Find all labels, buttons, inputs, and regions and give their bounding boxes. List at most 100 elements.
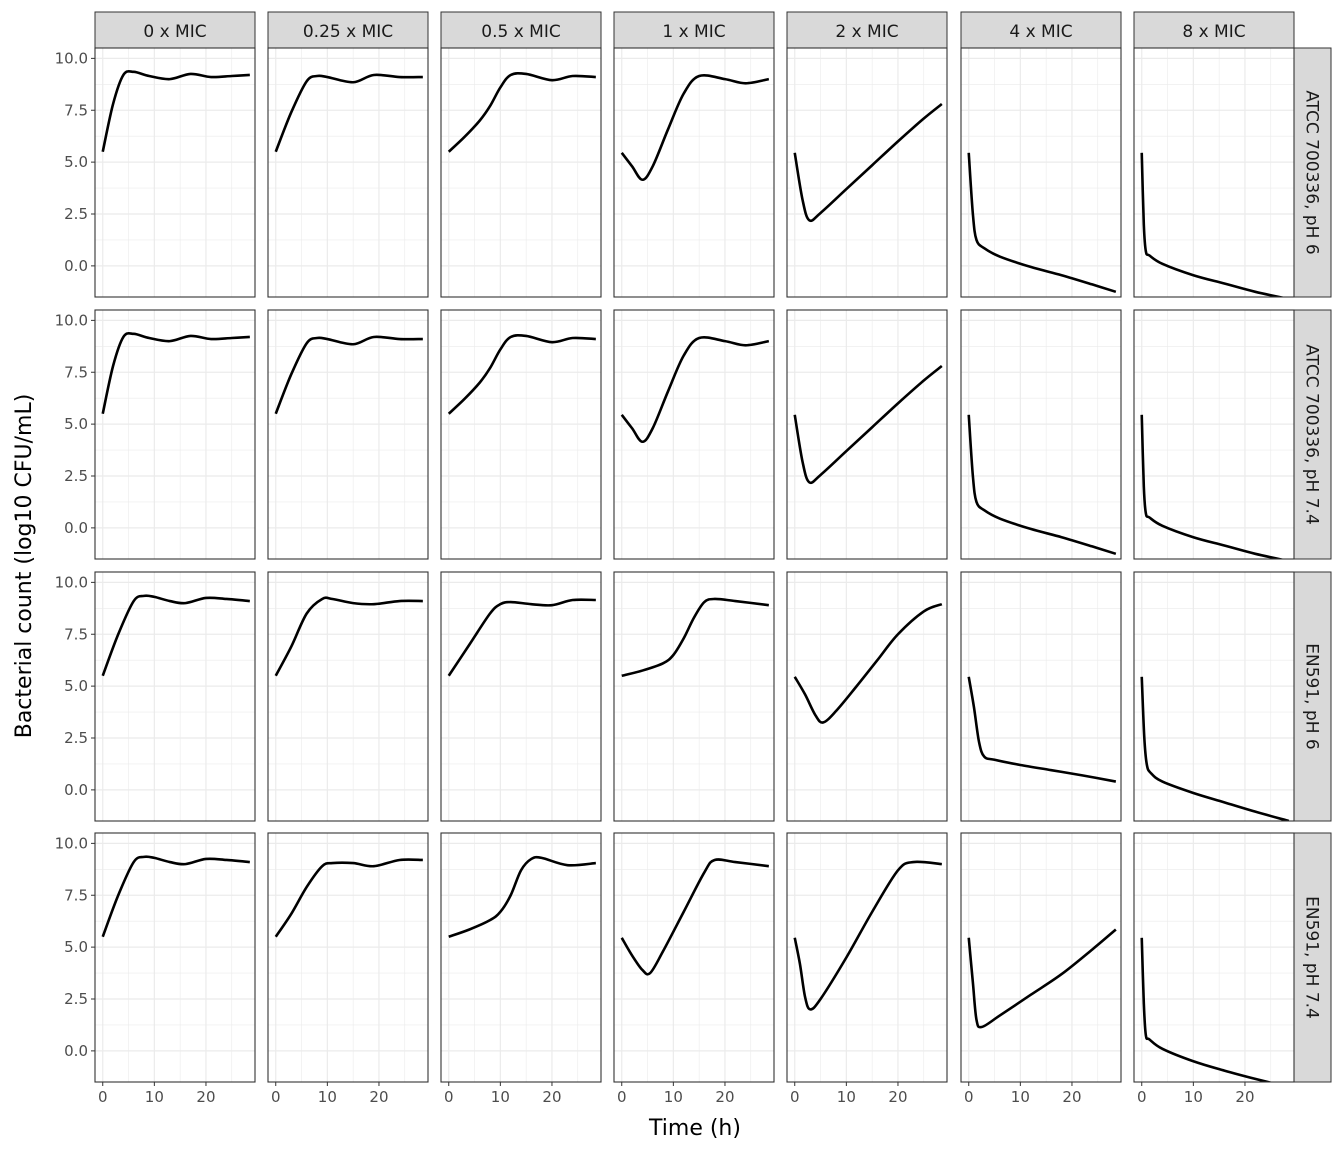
panel-border — [613, 571, 775, 822]
x-tick-label: 0 — [964, 1088, 974, 1106]
panel-border — [786, 571, 948, 822]
y-tick-label: 5.0 — [64, 677, 88, 695]
y-tick-label: 10.0 — [55, 49, 88, 67]
panel-background — [268, 833, 428, 1082]
x-tick-label: 10 — [491, 1088, 510, 1106]
panel-border — [1133, 47, 1295, 298]
x-tick-label: 0 — [790, 1088, 800, 1106]
panels-layer: 0 x MIC 0.25 x MIC 0.5 x MIC 1 x MIC 2 x MIC… — [55, 11, 1332, 1106]
series-line — [101, 594, 250, 677]
x-axis-title: Time (h) — [648, 1116, 741, 1141]
series-line — [620, 858, 769, 976]
x-tick-label: 0 — [98, 1088, 108, 1106]
series-line — [1140, 676, 1290, 821]
x-tick-label: 10 — [837, 1088, 856, 1106]
x-tick-label: 20 — [196, 1088, 215, 1106]
y-tick-label: 2.5 — [64, 205, 88, 223]
series-line — [101, 70, 250, 153]
x-tick-label: 20 — [1062, 1088, 1081, 1106]
panel-background — [95, 310, 255, 559]
y-tick-label: 10.0 — [55, 311, 88, 329]
x-tick-label: 20 — [888, 1088, 907, 1106]
panel-background — [961, 572, 1121, 821]
panel-background — [961, 310, 1121, 559]
panel-border — [960, 571, 1122, 822]
row-strip — [1293, 571, 1332, 822]
y-tick-label: 7.5 — [64, 363, 88, 381]
panel-background — [95, 572, 255, 821]
row-strip-label: ATCC 700336, pH 7.4 — [1302, 344, 1322, 525]
x-tick-label: 20 — [369, 1088, 388, 1106]
series-line — [101, 855, 250, 938]
panel-background — [614, 310, 774, 559]
panel-background — [1134, 833, 1294, 1082]
column-strip — [960, 11, 1122, 49]
series-line — [101, 332, 250, 415]
y-tick-label: 10.0 — [55, 834, 88, 852]
panel-border — [786, 309, 948, 560]
panel-background — [441, 572, 601, 821]
y-tick-label: 10.0 — [55, 573, 88, 591]
y-tick-label: 7.5 — [64, 101, 88, 119]
column-strip-label: 0.25 x MIC — [303, 22, 393, 42]
panel-background — [961, 833, 1121, 1082]
series-line — [274, 858, 423, 938]
panel-border — [960, 309, 1122, 560]
x-tick-label: 10 — [1184, 1088, 1203, 1106]
panel-border — [94, 47, 256, 298]
column-strip-label: 1 x MIC — [662, 22, 725, 42]
panel-background — [614, 833, 774, 1082]
column-strip — [94, 11, 256, 49]
y-tick-label: 2.5 — [64, 467, 88, 485]
series-line — [274, 73, 423, 153]
y-tick-label: 5.0 — [64, 153, 88, 171]
x-tick-label: 0 — [271, 1088, 281, 1106]
column-strip — [267, 11, 429, 49]
y-tick-label: 2.5 — [64, 990, 88, 1008]
column-strip-label: 0.5 x MIC — [481, 22, 560, 42]
panel-background — [1134, 572, 1294, 821]
row-strip — [1293, 832, 1332, 1083]
panel-border — [267, 47, 429, 298]
series-line — [274, 596, 423, 677]
y-tick-label: 0.0 — [64, 1042, 88, 1060]
panel-border — [960, 832, 1122, 1083]
panel-border — [267, 309, 429, 560]
series-line — [967, 152, 1117, 294]
panel-background — [441, 833, 601, 1082]
x-tick-label: 10 — [1011, 1088, 1030, 1106]
series-line — [448, 855, 596, 938]
panel-background — [441, 48, 601, 297]
column-strip-label: 4 x MIC — [1009, 22, 1072, 42]
series-line — [621, 597, 769, 678]
panel-background — [961, 48, 1121, 297]
series-line — [447, 71, 596, 153]
series-line — [1140, 937, 1274, 1082]
x-tick-label: 0 — [617, 1088, 627, 1106]
y-tick-label: 5.0 — [64, 938, 88, 956]
x-tick-label: 10 — [145, 1088, 164, 1106]
series-line — [793, 103, 943, 223]
column-strip-label: 2 x MIC — [835, 22, 898, 42]
panel-background — [268, 48, 428, 297]
y-tick-label: 0.0 — [64, 257, 88, 275]
column-strip-label: 8 x MIC — [1182, 22, 1245, 42]
panel-border — [267, 832, 429, 1083]
panel-border — [440, 47, 602, 298]
panel-border — [613, 47, 775, 298]
y-tick-label: 7.5 — [64, 886, 88, 904]
y-tick-label: 7.5 — [64, 625, 88, 643]
row-strip-label: EN591, pH 7.4 — [1302, 896, 1322, 1019]
panel-background — [268, 572, 428, 821]
series-line — [793, 365, 943, 485]
panel-border — [440, 571, 602, 822]
panel-border — [613, 832, 775, 1083]
panel-background — [614, 48, 774, 297]
panel-background — [95, 48, 255, 297]
y-tick-label: 0.0 — [64, 519, 88, 537]
panel-background — [787, 48, 947, 297]
panel-border — [440, 832, 602, 1083]
series-line — [967, 414, 1117, 556]
panel-background — [95, 833, 255, 1082]
